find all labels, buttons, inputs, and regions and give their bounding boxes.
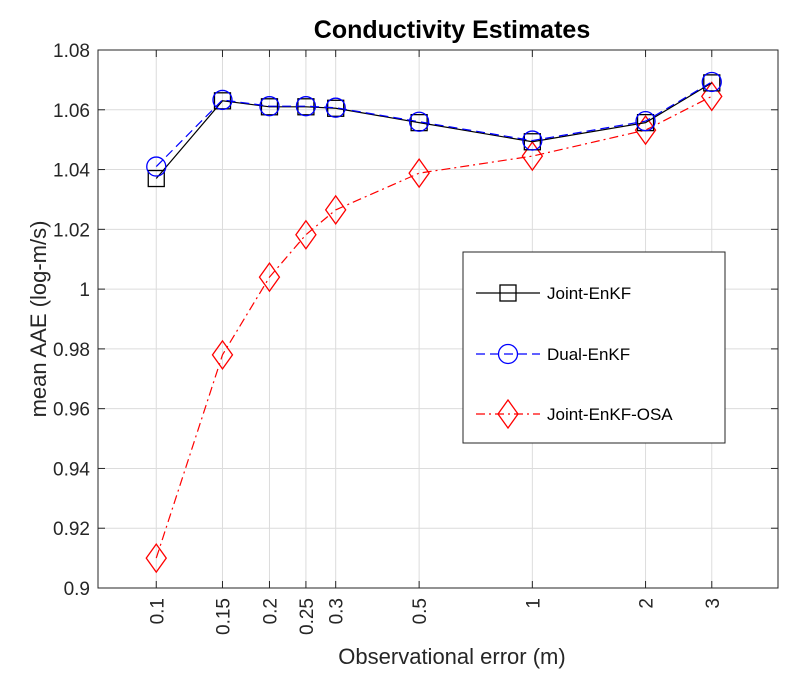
- y-tick-label: 1: [79, 280, 90, 301]
- data-point: [522, 130, 543, 151]
- data-point: [260, 98, 279, 116]
- data-point: [635, 110, 656, 132]
- data-point: [295, 96, 317, 117]
- y-tick-label: 0.98: [53, 340, 90, 361]
- legend-marker: [499, 284, 517, 302]
- data-point: [295, 219, 317, 250]
- y-tick-label: 1.02: [53, 220, 90, 241]
- legend-label: Joint-EnKF: [547, 284, 631, 303]
- legend: Joint-EnKF Dual-EnKF Joint-EnKF-OSA: [462, 251, 726, 444]
- data-point: [324, 194, 347, 226]
- plot-area-frame: [97, 49, 779, 589]
- data-point: [145, 542, 168, 574]
- x-axis-label: Observational error (m): [338, 644, 565, 669]
- x-tick-label: 0.15: [213, 598, 234, 635]
- data-point: [146, 156, 167, 177]
- y-axis-label: mean AAE (log-m/s): [26, 221, 51, 418]
- data-point: [634, 114, 657, 146]
- x-axis: 0.1 0.15 0.2 0.25 0.3 0.5 1 2 3: [147, 50, 724, 635]
- y-tick-label: 1.04: [53, 161, 90, 182]
- y-tick-label: 1.06: [53, 101, 90, 122]
- data-point: [325, 97, 346, 118]
- x-tick-label: 0.1: [147, 598, 168, 624]
- y-tick-label: 0.92: [53, 519, 90, 540]
- data-point: [258, 262, 281, 293]
- y-tick-label: 0.94: [53, 459, 90, 480]
- y-axis: 0.9 0.92 0.94 0.96 0.98 1 1.02 1.04 1.06 1.08: [53, 41, 778, 600]
- data-point: [211, 339, 234, 370]
- x-tick-label: 2: [637, 598, 658, 609]
- data-point: [408, 111, 430, 132]
- x-tick-label: 3: [703, 598, 724, 609]
- series-joint-enkf-osa: [145, 81, 723, 574]
- series-line: [155, 95, 713, 559]
- x-tick-label: 0.25: [297, 598, 318, 635]
- data-point: [408, 158, 430, 189]
- series-layer: [145, 71, 723, 574]
- data-point: [212, 89, 233, 111]
- series-dual-enkf: [146, 71, 722, 177]
- series-line: [155, 82, 713, 179]
- legend-item: Dual-EnKF: [476, 343, 630, 365]
- x-tick-label: 1: [523, 598, 544, 609]
- x-tick-label: 0.2: [260, 598, 281, 624]
- legend-label: Dual-EnKF: [547, 345, 630, 364]
- legend-marker: [497, 343, 519, 365]
- legend-box: [462, 251, 726, 444]
- legend-item: Joint-EnKF-OSA: [476, 398, 673, 430]
- y-tick-label: 0.9: [64, 579, 90, 600]
- chart-title: Conductivity Estimates: [314, 16, 590, 44]
- data-point: [521, 140, 544, 172]
- y-tick-label: 0.96: [53, 400, 90, 421]
- data-point: [327, 99, 345, 117]
- data-point: [147, 169, 165, 188]
- x-tick-label: 0.3: [327, 598, 348, 624]
- data-point: [259, 96, 280, 117]
- legend-label: Joint-EnKF-OSA: [547, 405, 673, 424]
- data-point: [701, 71, 722, 93]
- x-tick-label: 0.5: [410, 598, 431, 624]
- legend-marker: [497, 398, 519, 430]
- series-line: [155, 81, 713, 167]
- data-point: [700, 81, 723, 112]
- legend-item: Joint-EnKF: [476, 284, 631, 303]
- y-tick-label: 1.08: [53, 41, 90, 62]
